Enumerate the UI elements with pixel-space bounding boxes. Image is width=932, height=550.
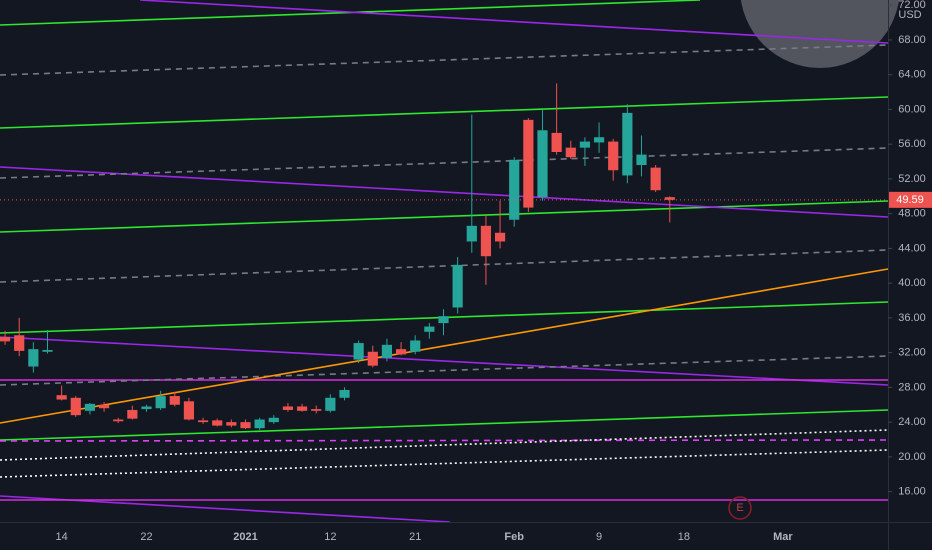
y-tick-label: 20.00 (898, 451, 926, 463)
dashed-line (0, 355, 889, 386)
candle-body (622, 112, 633, 176)
candle-body (593, 137, 605, 143)
candle-body (664, 197, 675, 200)
candle-body (395, 349, 407, 355)
candle-body (339, 389, 350, 398)
dashed-line (0, 147, 889, 179)
trend-line (0, 409, 889, 441)
candle-body (28, 349, 39, 367)
candle-body (494, 232, 506, 242)
x-tick-label: Mar (773, 531, 793, 543)
x-tick-label: 22 (140, 531, 152, 543)
y-tick-label: 44.00 (898, 242, 926, 254)
candle-body (98, 404, 110, 409)
trend-line (0, 200, 889, 233)
candle-body (438, 316, 449, 324)
candle-body (155, 396, 166, 409)
trend-line (0, 268, 889, 424)
candle-body (509, 159, 520, 220)
candle-body (551, 132, 562, 152)
y-tick-label: 40.00 (898, 277, 926, 289)
candle-body (452, 264, 463, 308)
last-price-label: 49.59 (896, 194, 924, 206)
candle-body (565, 147, 576, 158)
candle-body (367, 351, 378, 366)
candle-body (424, 326, 435, 332)
candle-body (636, 154, 647, 166)
x-tick-label: 12 (324, 531, 336, 543)
y-tick-label: 24.00 (898, 416, 926, 428)
x-tick-label: 2021 (233, 531, 257, 543)
trend-line (0, 96, 889, 129)
candle-body (381, 344, 393, 358)
currency-label: USD (898, 9, 921, 21)
dotted-line (0, 429, 889, 461)
candle-body (141, 406, 152, 410)
candle-body (240, 422, 251, 429)
candle-body (169, 396, 180, 405)
last-price-box (889, 191, 932, 208)
x-tick-label: 18 (678, 531, 690, 543)
candle-body (410, 340, 421, 352)
highlight-circle (740, 0, 900, 68)
x-tick-label: 21 (409, 531, 421, 543)
candle-body (311, 409, 322, 411)
candle-body (537, 130, 548, 198)
candle-body (608, 141, 619, 171)
candle-body (183, 401, 195, 420)
candle-body (127, 409, 138, 419)
dashed-line (0, 439, 889, 442)
candle-body (523, 119, 534, 208)
candle-body (70, 397, 81, 416)
dotted-line (0, 449, 889, 478)
candle-body (282, 406, 294, 410)
x-tick-label: 14 (56, 531, 68, 543)
candle-body (113, 419, 124, 422)
y-tick-label: 28.00 (898, 381, 926, 393)
candle-body (226, 422, 237, 426)
y-tick-label: 32.00 (898, 347, 926, 359)
x-tick-label: 9 (596, 531, 602, 543)
candle-body (14, 335, 25, 351)
candle-body (56, 395, 67, 400)
x-tick-label: Feb (504, 531, 524, 543)
candle-body (325, 397, 336, 411)
candle-body (42, 350, 53, 352)
candle-body (0, 336, 11, 342)
y-tick-label: 16.00 (898, 486, 926, 498)
candle-body (353, 343, 364, 360)
y-tick-label: 64.00 (898, 69, 926, 81)
trend-line (0, 166, 889, 218)
candle-body (197, 420, 209, 423)
candle-body (296, 406, 308, 411)
trend-line (139, 0, 889, 44)
y-tick-label: 72.00 (898, 0, 926, 11)
candle-body (650, 167, 661, 191)
event-marker-label[interactable]: E (736, 502, 743, 514)
candle-body (84, 403, 96, 411)
y-tick-label: 36.00 (898, 312, 926, 324)
y-tick-label: 52.00 (898, 173, 926, 185)
candle-body (466, 225, 477, 242)
y-tick-label: 68.00 (898, 34, 926, 46)
candle-body (254, 419, 265, 429)
candle-body (579, 141, 591, 148)
dashed-line (0, 44, 889, 76)
y-tick-label: 56.00 (898, 138, 926, 150)
candle-body (212, 420, 223, 426)
y-tick-label: 60.00 (898, 103, 926, 115)
dashed-line (0, 249, 889, 283)
candle-body (480, 225, 492, 257)
y-tick-label: 48.00 (898, 208, 926, 220)
trend-line (0, 336, 889, 386)
event-marker[interactable] (728, 496, 752, 520)
candle-body (268, 417, 279, 423)
